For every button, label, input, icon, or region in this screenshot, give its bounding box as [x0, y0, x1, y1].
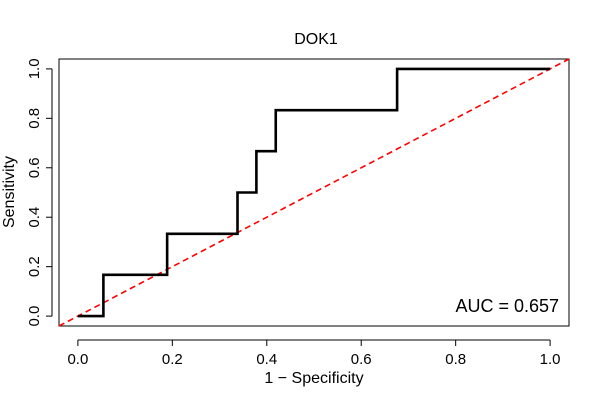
roc-curve-line — [77, 67, 551, 318]
x-tick-label: 0.6 — [351, 351, 372, 368]
y-tick-label: 0.6 — [26, 157, 43, 178]
x-axis: 0.0 0.2 0.4 0.6 0.8 1.0 — [67, 339, 561, 368]
series-layer — [58, 58, 570, 327]
y-tick-label: 0.0 — [26, 306, 43, 327]
plot-frame — [58, 58, 570, 327]
y-tick-label: 0.8 — [26, 108, 43, 129]
auc-annotation: AUC = 0.657 — [455, 296, 559, 316]
x-tick-label: 1.0 — [540, 351, 561, 368]
x-tick-label: 0.8 — [445, 351, 466, 368]
x-tick-label: 0.2 — [162, 351, 183, 368]
y-tick-label: 0.4 — [26, 207, 43, 228]
reference-diagonal-line — [58, 58, 570, 327]
x-tick-label: 0.4 — [256, 351, 277, 368]
chart-title: DOK1 — [294, 31, 338, 48]
y-tick-label: 0.2 — [26, 256, 43, 277]
y-axis: 0.0 0.2 0.4 0.6 0.8 1.0 — [26, 58, 53, 327]
y-axis-label: Sensitivity — [1, 156, 18, 228]
y-tick-label: 1.0 — [26, 58, 43, 79]
x-axis-label: 1 − Specificity — [264, 370, 363, 387]
x-tick-label: 0.0 — [67, 351, 88, 368]
